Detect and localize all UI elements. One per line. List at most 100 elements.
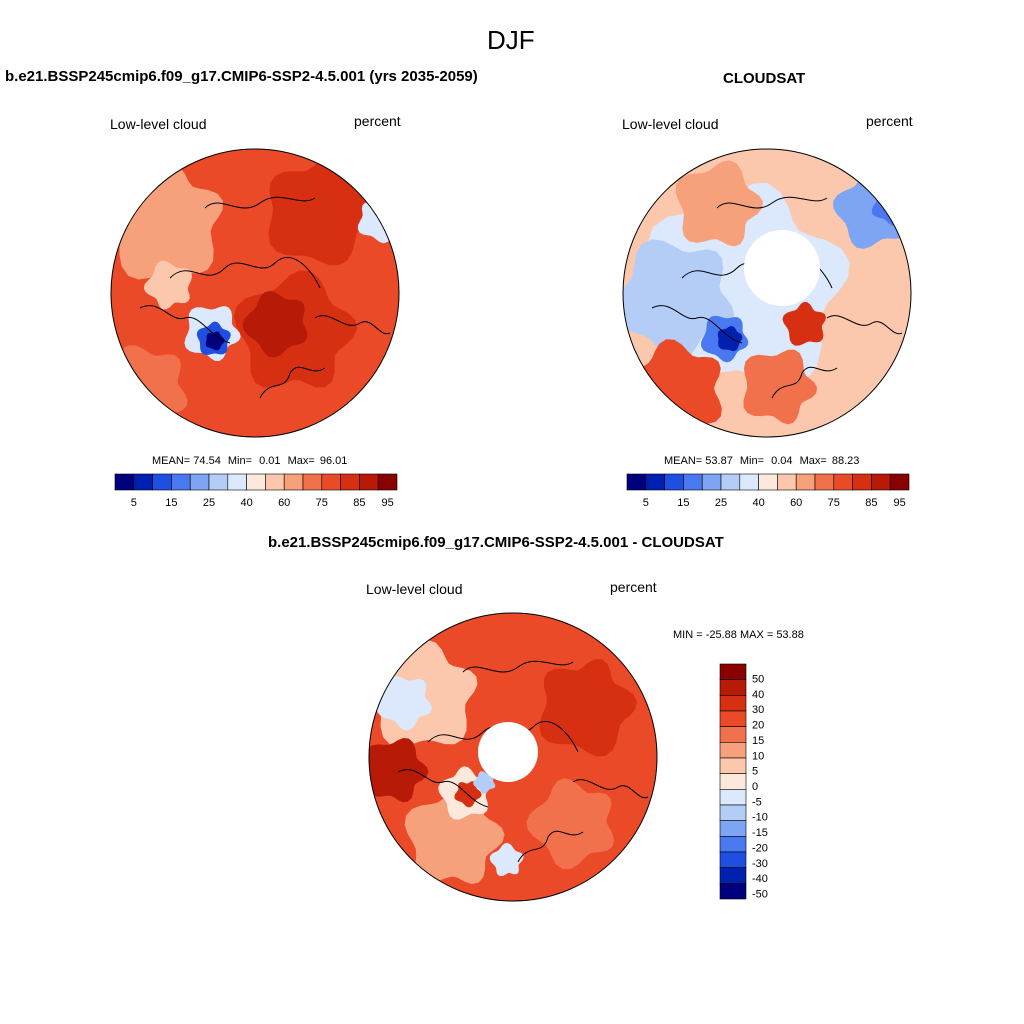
contour-region <box>526 778 615 869</box>
colorbar-swatch <box>359 473 379 491</box>
diff-panel-title: b.e21.BSSP245cmip6.f09_g17.CMIP6-SSP2-4.… <box>268 534 724 551</box>
obs-min-label: Min= <box>739 455 765 467</box>
model-units-label: percent <box>354 113 401 129</box>
colorbar-swatch <box>719 742 747 759</box>
diff-units-label: percent <box>610 579 657 595</box>
coastline <box>169 257 321 289</box>
colorbar-tick-label: -50 <box>752 888 768 900</box>
colorbar-tick-label: -40 <box>752 873 768 885</box>
contour-region <box>369 738 429 803</box>
diff-polar-map <box>368 612 658 902</box>
colorbar-swatch <box>719 851 747 868</box>
model-max-value: 96.01 <box>319 455 348 467</box>
contour-region <box>268 158 373 266</box>
colorbar-swatch <box>719 757 747 774</box>
colorbar-swatch <box>719 867 747 884</box>
colorbar-swatch <box>114 473 135 491</box>
colorbar-swatch <box>246 473 266 491</box>
obs-colorbar: 5 15 25 40 60 75 85 95 <box>626 473 910 509</box>
colorbar-swatch <box>302 473 323 491</box>
colorbar-tick-label: 95 <box>893 497 905 509</box>
colorbar-tick-label: 85 <box>353 497 365 509</box>
model-min-value: 0.01 <box>259 455 281 467</box>
colorbar-tick-label: 50 <box>752 674 764 686</box>
colorbar-swatch <box>719 836 747 853</box>
colorbar-swatch <box>777 473 797 491</box>
map-boundary <box>368 612 658 902</box>
obs-panel-title: CLOUDSAT <box>723 70 806 87</box>
colorbar-tick-label: 15 <box>165 497 177 509</box>
coastline <box>716 196 828 209</box>
colorbar-swatch <box>171 473 191 491</box>
contour-region <box>743 349 818 425</box>
colorbar-swatch <box>719 726 747 743</box>
coastline <box>826 315 903 335</box>
colorbar-swatch <box>719 679 747 696</box>
map-boundary <box>622 148 912 438</box>
colorbar-swatch <box>852 473 872 491</box>
colorbar-swatch <box>719 710 747 727</box>
obs-min-value: 0.04 <box>771 455 793 467</box>
colorbar-tick-label: -30 <box>752 858 768 870</box>
colorbar-tick-label: 30 <box>752 704 764 716</box>
colorbar-tick-label: 60 <box>790 497 802 509</box>
colorbar-swatch <box>189 473 210 491</box>
colorbar-swatch <box>719 663 747 680</box>
contour-region <box>143 260 193 310</box>
colorbar-swatch <box>833 473 853 491</box>
colorbar-swatch <box>719 820 747 837</box>
contour-region <box>782 302 826 346</box>
contour-region <box>623 239 735 362</box>
colorbar-tick-label: 40 <box>240 497 252 509</box>
coastline <box>462 660 574 673</box>
coastline <box>572 779 649 799</box>
colorbar-swatch <box>719 773 747 790</box>
colorbar-tick-label: 40 <box>752 689 764 701</box>
colorbar-tick-label: 0 <box>752 781 758 793</box>
coastline <box>259 366 326 399</box>
model-min-label: Min= <box>227 455 253 467</box>
contour-region <box>675 160 763 247</box>
colorbar-tick-label: 20 <box>752 720 764 732</box>
colorbar-tick-label: -15 <box>752 827 768 839</box>
colorbar-swatch <box>719 695 747 712</box>
colorbar-swatch <box>283 473 304 491</box>
colorbar-swatch <box>133 473 153 491</box>
diff-variable-label: Low-level cloud <box>366 581 463 597</box>
obs-mean-value: 53.87 <box>705 455 733 467</box>
colorbar-swatch <box>795 473 816 491</box>
colorbar-tick-label: 25 <box>715 497 727 509</box>
map-boundary <box>110 148 400 438</box>
colorbar-swatch <box>645 473 665 491</box>
colorbar-tick-label: 85 <box>865 497 877 509</box>
figure-title: DJF <box>487 25 535 55</box>
coastline <box>314 315 391 335</box>
obs-stats: MEAN= 53.87 Min= 0.04 Max= 88.23 <box>664 455 859 467</box>
colorbar-swatch <box>626 473 647 491</box>
colorbar-swatch <box>719 883 747 900</box>
colorbar-swatch <box>719 804 747 821</box>
obs-mean-label: MEAN= <box>664 455 703 467</box>
obs-max-value: 88.23 <box>831 455 860 467</box>
coastline <box>771 366 838 399</box>
colorbar-tick-label: 95 <box>381 497 393 509</box>
colorbar-swatch <box>871 473 891 491</box>
coastline <box>204 196 316 209</box>
contour-region <box>205 331 225 351</box>
colorbar-tick-label: 75 <box>828 497 840 509</box>
colorbar-tick-label: 15 <box>677 497 689 509</box>
colorbar-tick-label: 40 <box>752 497 764 509</box>
colorbar-tick-label: 5 <box>752 766 758 778</box>
colorbar-tick-label: 75 <box>316 497 328 509</box>
model-max-label: Max= <box>287 455 315 467</box>
map-field <box>623 149 911 437</box>
model-panel-title: b.e21.BSSP245cmip6.f09_g17.CMIP6-SSP2-4.… <box>5 68 478 85</box>
colorbar-swatch <box>683 473 703 491</box>
colorbar-swatch <box>664 473 684 491</box>
colorbar-swatch <box>340 473 360 491</box>
contour-region <box>242 290 308 358</box>
colorbar-swatch <box>152 473 172 491</box>
obs-max-label: Max= <box>799 455 827 467</box>
colorbar-tick-label: -20 <box>752 842 768 854</box>
